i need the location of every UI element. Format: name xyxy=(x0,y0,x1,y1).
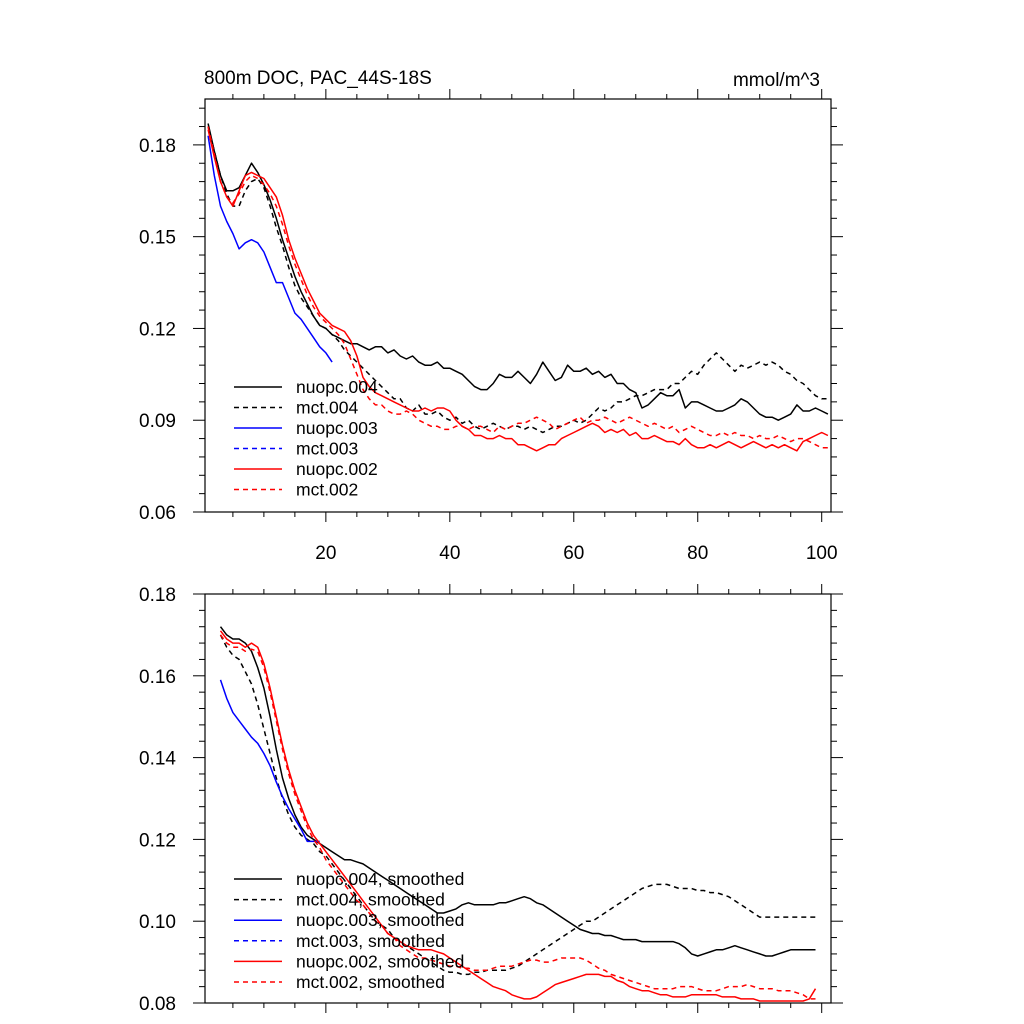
plot-frame xyxy=(204,98,832,513)
y-tick-label: 0.09 xyxy=(139,411,176,432)
y-tick-label: 0.18 xyxy=(139,136,176,157)
y-tick-label: 0.18 xyxy=(139,585,176,606)
series-line-nuopc-002 xyxy=(207,129,829,452)
legend-label: mct.004, smoothed xyxy=(296,890,445,910)
y-tick-label: 0.12 xyxy=(139,319,176,340)
legend-label: nuopc.002, smoothed xyxy=(296,951,464,971)
legend-label: mct.004 xyxy=(296,398,359,418)
y-tick-label: 0.12 xyxy=(139,830,176,851)
legend-label: mct.003 xyxy=(296,439,358,459)
x-tick-label: 20 xyxy=(315,543,336,564)
x-tick-label: 100 xyxy=(806,543,838,564)
top-panel: 800m DOC, PAC_44S-18S mmol/m^3 20 40 60 80 1… xyxy=(139,68,843,564)
bottom-panel: 0.08 0.10 0.12 0.14 0.16 0.18 nuopc.004, smoot… xyxy=(139,584,843,1015)
y-tick-label: 0.16 xyxy=(139,667,176,688)
y-tick-label: 0.06 xyxy=(139,503,176,524)
legend-label: mct.002 xyxy=(296,480,358,500)
legend-label: nuopc.002 xyxy=(296,459,378,479)
y-tick-label: 0.15 xyxy=(139,228,176,249)
legend-label: nuopc.004, smoothed xyxy=(296,869,464,889)
series-line-mct-004-smoothed xyxy=(219,634,816,976)
x-tick-label: 40 xyxy=(439,543,460,564)
series-lines xyxy=(207,123,829,452)
series-line-mct-002 xyxy=(207,126,828,449)
plot-frame xyxy=(204,593,832,1004)
y-tick-label: 0.08 xyxy=(139,994,176,1015)
legend-label: mct.003, smoothed xyxy=(296,931,445,951)
x-tick-label: 80 xyxy=(687,543,708,564)
legend-label: nuopc.003, smoothed xyxy=(296,910,464,930)
legend-label: mct.002, smoothed xyxy=(296,972,445,992)
chart-title: 800m DOC, PAC_44S-18S xyxy=(204,68,432,89)
series-line-nuopc-002-smoothed xyxy=(219,630,817,1002)
legend-label: nuopc.004 xyxy=(296,377,378,397)
legend-label: nuopc.003 xyxy=(296,418,378,438)
units-label: mmol/m^3 xyxy=(733,70,820,91)
y-tick-label: 0.14 xyxy=(139,749,176,770)
y-tick-label: 0.10 xyxy=(139,912,176,933)
series-line-nuopc-003 xyxy=(207,135,333,363)
series-line-nuopc-004 xyxy=(207,123,829,421)
series-line-nuopc-003-smoothed xyxy=(219,679,320,843)
series-line-mct-002-smoothed xyxy=(219,634,816,1000)
x-tick-label: 60 xyxy=(563,543,584,564)
series-lines xyxy=(219,626,817,1002)
series-line-mct-004 xyxy=(207,126,828,434)
